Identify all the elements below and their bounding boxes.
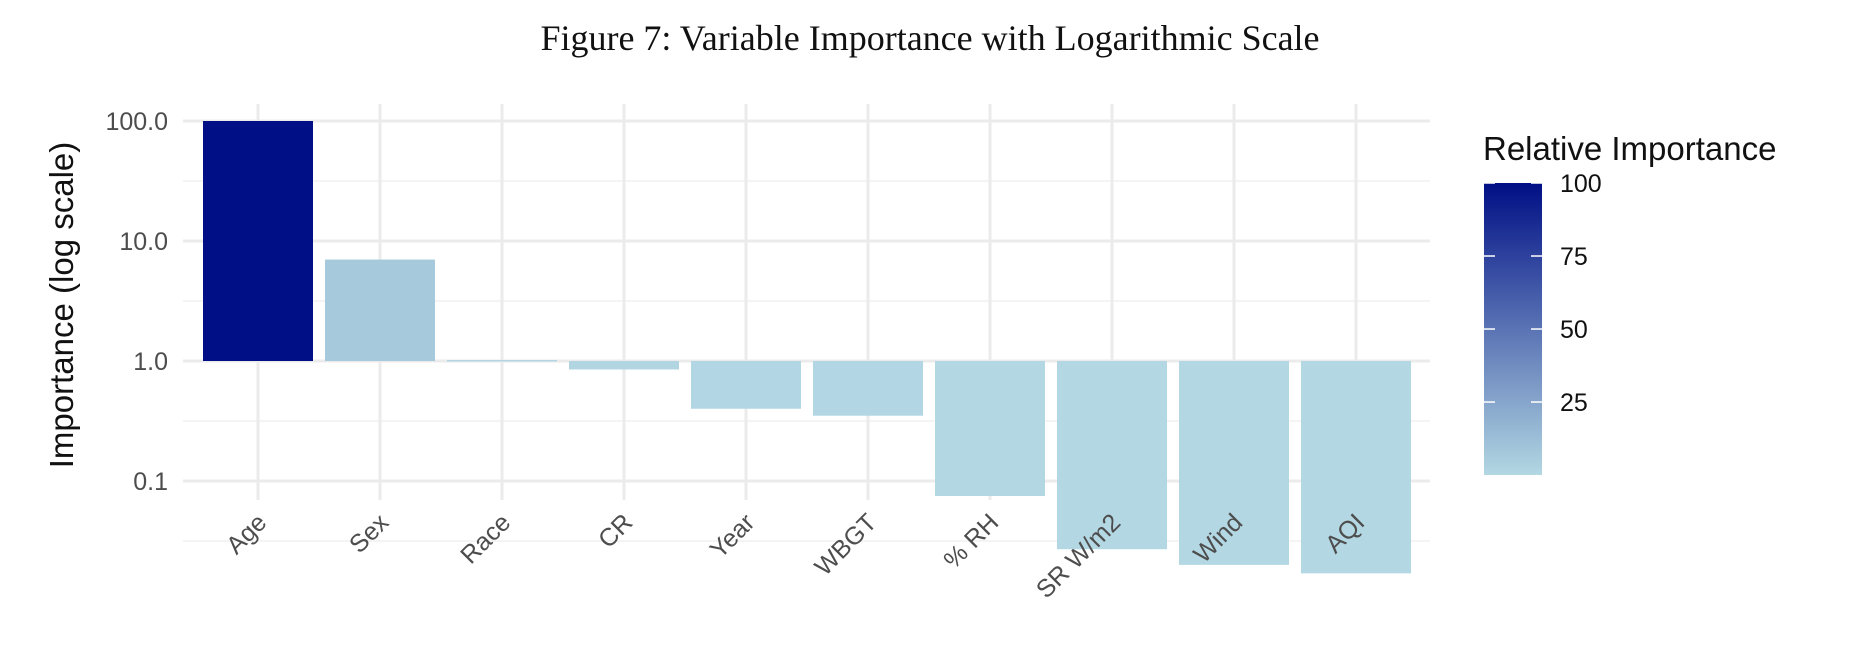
- legend-label: 25: [1560, 389, 1588, 417]
- legend-label: 75: [1560, 243, 1588, 271]
- y-axis-ticks: 100.0 10.0 1.0 0.1: [105, 108, 168, 496]
- x-tick-label: Year: [705, 508, 761, 564]
- bar-aqi: [1301, 361, 1411, 574]
- bar-cr: [569, 361, 679, 370]
- y-tick-label: 0.1: [133, 468, 168, 496]
- x-tick-label: WBGT: [809, 508, 882, 581]
- bars: [203, 121, 1411, 574]
- bar-wind: [1179, 361, 1289, 565]
- legend-title: Relative Importance: [1483, 130, 1776, 167]
- y-tick-label: 100.0: [105, 108, 168, 136]
- bar-sex: [325, 259, 435, 361]
- bar-race: [447, 359, 557, 362]
- bar-sr-w-m2: [1057, 361, 1167, 550]
- x-tick-label: Sex: [344, 508, 395, 559]
- bar-age: [203, 121, 313, 361]
- legend-label: 50: [1560, 316, 1588, 344]
- y-tick-label: 10.0: [119, 228, 168, 256]
- y-tick-label: 1.0: [133, 348, 168, 376]
- legend: Relative Importance 100 75 50 25: [1483, 130, 1776, 475]
- x-tick-label: Race: [455, 508, 516, 569]
- bar-year: [691, 361, 801, 409]
- plot-area: 100.010.01.00.1 Age Sex Race CR Year WBGT% RH…: [105, 104, 1430, 604]
- chart-title: Figure 7: Variable Importance with Logar…: [540, 18, 1319, 58]
- x-tick-label: CR: [593, 508, 638, 553]
- x-tick-label: Age: [221, 508, 272, 559]
- legend-ticks: 100 75 50 25: [1484, 170, 1602, 417]
- legend-label: 100: [1560, 170, 1602, 198]
- bar-wbgt: [813, 361, 923, 416]
- bar-rh: [935, 361, 1045, 496]
- y-axis-title: Importance (log scale): [43, 142, 80, 468]
